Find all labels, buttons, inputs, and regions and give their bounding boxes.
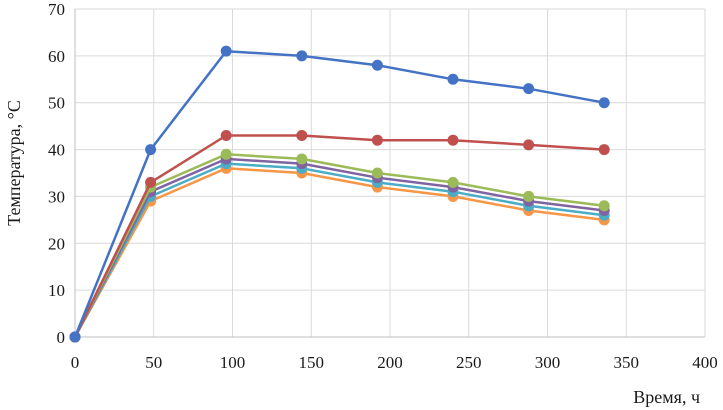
data-point (371, 134, 383, 146)
x-tick-label: 0 (71, 353, 80, 372)
data-point (447, 73, 459, 85)
series-series-2 (69, 130, 610, 343)
y-tick-label: 60 (48, 47, 65, 66)
x-tick-label: 150 (299, 353, 325, 372)
series-line (73, 153, 605, 338)
grid (75, 8, 706, 337)
y-tick-label: 40 (48, 141, 65, 160)
series-line (73, 157, 605, 338)
x-tick-label: 250 (456, 353, 482, 372)
x-tick-label: 300 (535, 353, 561, 372)
y-tick-label: 50 (48, 94, 65, 113)
data-point (523, 139, 535, 151)
series-line (73, 134, 605, 338)
y-tick-label: 0 (57, 328, 66, 347)
data-point (371, 167, 383, 179)
data-point (296, 153, 308, 165)
axes (74, 9, 705, 338)
data-point (296, 50, 308, 62)
data-point (447, 176, 459, 188)
data-point (371, 59, 383, 71)
series-line (73, 167, 605, 338)
y-tick-label: 20 (48, 234, 65, 253)
series-line (73, 49, 605, 338)
tick-labels: 0 10 20 30 40 50 60 70 0 50 100 150 200 250 300 350 400 (48, 0, 718, 372)
data-point (296, 130, 308, 142)
data-point (145, 176, 157, 188)
data-point (598, 97, 610, 109)
series-group (69, 45, 610, 343)
data-point (220, 148, 232, 160)
x-axis-title: Время, ч (633, 387, 700, 407)
data-point (523, 190, 535, 202)
data-point (145, 144, 157, 156)
data-point (523, 83, 535, 95)
x-tick-label: 350 (614, 353, 640, 372)
y-tick-label: 30 (48, 187, 65, 206)
x-tick-label: 200 (377, 353, 403, 372)
data-point (220, 130, 232, 142)
y-tick-label: 10 (48, 281, 65, 300)
x-tick-label: 100 (220, 353, 246, 372)
series-line (73, 162, 605, 338)
data-point (447, 134, 459, 146)
x-tick-label: 50 (145, 353, 162, 372)
series-series-1 (69, 45, 610, 343)
data-point (220, 45, 232, 57)
y-tick-label: 70 (48, 0, 65, 19)
data-point (69, 331, 81, 343)
y-axis-title: Температура, °С (4, 100, 24, 226)
data-point (598, 144, 610, 156)
x-tick-label: 400 (692, 353, 718, 372)
data-point (598, 200, 610, 212)
